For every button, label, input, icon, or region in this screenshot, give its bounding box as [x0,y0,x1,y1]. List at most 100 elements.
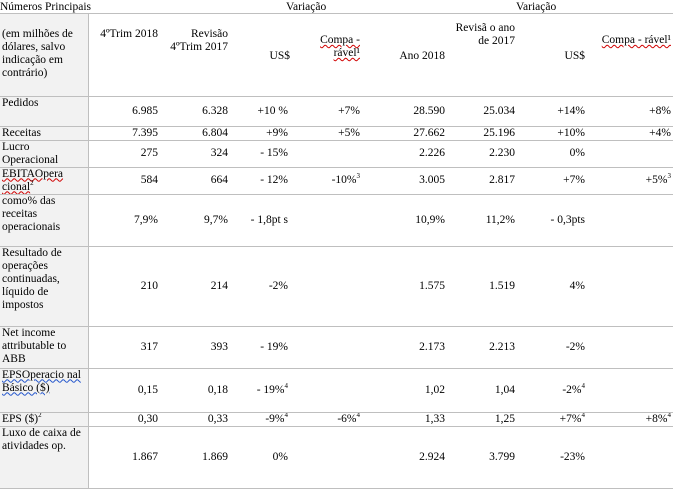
cell-usd-quarter: -9%4 [230,412,292,427]
comparable-quarter-text: Compa - rável¹ [320,34,360,59]
cell-comparable-year [587,246,673,327]
cell-comparable-year [587,426,673,489]
cell-year-2017: 2.213 [447,326,517,369]
cell-year-2017: 1,04 [447,368,517,413]
cell-usd-year: 0% [517,140,587,168]
cell-year-2018: 27.662 [362,126,447,141]
header-row: (em milhões de dólares, salvo indicação … [0,14,673,97]
variation-header-year: Variação [516,1,557,13]
row-label: Resultado de operações continuadas, líqu… [0,246,89,327]
cell-q4-2018: 0,15 [88,368,160,413]
cell-q4-2018: 584 [88,167,160,195]
cell-usd-quarter: - 19% [230,326,292,369]
cell-comparable-year [587,140,673,168]
cell-usd-year: 4% [517,246,587,327]
cell-comparable-quarter [292,368,362,413]
header-comparable-quarter: Compa - rável¹ [292,14,362,97]
row-label: Lucro Operacional [0,140,89,168]
cell-comparable-quarter: +5% [292,126,362,141]
cell-year-2017: 25.196 [447,126,517,141]
cell-usd-year: -2%4 [517,368,587,413]
table-row: como% das receitas operacionais 7,9% 9,7% -… [0,194,673,247]
row-label: Luxo de caixa de atividades op. [0,426,89,489]
cell-usd-quarter: +9% [230,126,292,141]
cell-q4-2018: 7.395 [88,126,160,141]
cell-comparable-year: +8%4 [587,412,673,427]
cell-q4-2017: 9,7% [160,194,230,247]
cell-usd-year: - 0,3pts [517,194,587,247]
cell-q4-2018: 1.867 [88,426,160,489]
table-row: EPSOperacio nal Básico ($) 0,15 0,18- 19%4… [0,368,673,413]
cell-year-2018: 2.924 [362,426,447,489]
table-row: Luxo de caixa de atividades op. 1.867 1.86… [0,426,673,489]
cell-q4-2018: 317 [88,326,160,369]
cell-usd-quarter: - 1,8pt s [230,194,292,247]
cell-comparable-year [587,194,673,247]
cell-year-2018: 28.590 [362,96,447,127]
cell-comparable-year: +4% [587,126,673,141]
cell-comparable-quarter: -10%3 [292,167,362,195]
top-divider [0,13,673,14]
cell-year-2018: 1.575 [362,246,447,327]
cell-year-2018: 2.226 [362,140,447,168]
table-row: Pedidos 6.985 6.328 +10 % +7% 28.590 25.034 +14… [0,96,673,127]
cell-usd-year: +10% [517,126,587,141]
cell-comparable-year: +5%3 [587,167,673,195]
cell-year-2017: 2.817 [447,167,517,195]
cell-q4-2018: 210 [88,246,160,327]
cell-usd-quarter: - 12% [230,167,292,195]
header-usd-year: US$ [517,14,587,97]
cell-year-2017: 11,2% [447,194,517,247]
cell-usd-year: +7%4 [517,412,587,427]
cell-q4-2017: 664 [160,167,230,195]
cell-usd-year: +14% [517,96,587,127]
cell-q4-2017: 393 [160,326,230,369]
variation-header-quarter: Variação [286,1,327,13]
cell-comparable-quarter: +7% [292,96,362,127]
comparable-year-text: Compa - rável¹ [601,34,671,46]
cell-q4-2017: 0,18 [160,368,230,413]
row-label: Receitas [0,126,89,141]
table-row: EBITAOpera cional2 584 664- 12% -10%3 3.005 2… [0,167,673,195]
cell-year-2017: 2.230 [447,140,517,168]
cell-year-2018: 1,02 [362,368,447,413]
row-label: como% das receitas operacionais [0,194,89,247]
cell-year-2018: 10,9% [362,194,447,247]
cell-year-2017: 25.034 [447,96,517,127]
cell-year-2017: 1,25 [447,412,517,427]
cell-comparable-year: +8% [587,96,673,127]
cell-year-2018: 2.173 [362,326,447,369]
row-label: EPSOperacio nal Básico ($) [0,368,89,413]
table-row: EPS ($)2 0,30 0,33 -9%4 -6%4 1,33 1,25 +7%4 +8%4 [0,412,673,427]
cell-q4-2017: 6.804 [160,126,230,141]
table-row: Lucro Operacional 275 324- 15% 2.226 2.230 0% [0,140,673,168]
cell-comparable-quarter [292,426,362,489]
table-row: Net income attributable to ABB 317 393- 19… [0,326,673,369]
cell-usd-quarter: 0% [230,426,292,489]
cell-q4-2018: 7,9% [88,194,160,247]
table-row: Receitas 7.395 6.804 +9% +5% 27.662 25.196 +10%… [0,126,673,141]
table-row: Resultado de operações continuadas, líqu… [0,246,673,327]
cell-q4-2017: 214 [160,246,230,327]
cell-q4-2017: 1.869 [160,426,230,489]
header-q4-2018: 4ºTrim 2018 [88,14,160,97]
row-label: Net income attributable to ABB [0,326,89,369]
cell-usd-quarter: -2% [230,246,292,327]
cell-q4-2017: 0,33 [160,412,230,427]
cell-comparable-year [587,326,673,369]
header-q4-2017: Revisão 4ºTrim 2017 [160,14,230,97]
cell-q4-2018: 275 [88,140,160,168]
cell-comparable-quarter [292,326,362,369]
cell-usd-year: -23% [517,426,587,489]
results-table: (em milhões de dólares, salvo indicação … [0,14,673,489]
cell-usd-quarter: - 15% [230,140,292,168]
header-units-label: (em milhões de dólares, salvo indicação … [0,14,89,97]
cell-comparable-quarter [292,194,362,247]
cell-comparable-quarter [292,246,362,327]
header-year-2017: Revisã o ano de 2017 [447,14,517,97]
cell-year-2017: 1.519 [447,246,517,327]
cell-usd-year: -2% [517,326,587,369]
cell-year-2018: 1,33 [362,412,447,427]
cell-usd-quarter: +10 % [230,96,292,127]
